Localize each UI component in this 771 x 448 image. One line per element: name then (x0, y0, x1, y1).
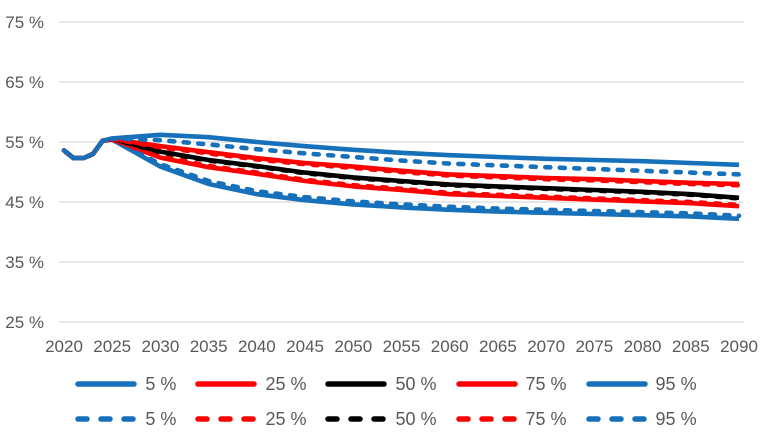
legend-line-sample (455, 416, 518, 422)
legend-item-dashed-95%: 95 % (585, 409, 697, 430)
x-tick-label-2070: 2070 (527, 337, 565, 356)
legend-label: 25 % (265, 373, 307, 394)
x-tick-label-2075: 2075 (575, 337, 613, 356)
x-tick-label-2050: 2050 (334, 337, 372, 356)
legend-item-solid-25%: 25 % (194, 374, 306, 395)
legend-row-dashed: 5 % 25 % 50 % 75 % 95 % (65, 407, 705, 431)
legend-item-solid-50%: 50 % (324, 373, 437, 395)
legend-item-solid-95%: 95 % (585, 374, 697, 395)
legend-label: 5 % (145, 408, 177, 429)
y-tick-label-35: 35 % (5, 253, 44, 272)
y-tick-label-55: 55 % (5, 133, 44, 152)
legend-label: 25 % (265, 408, 307, 429)
legend-line-sample (325, 381, 388, 387)
x-tick-label-2090: 2090 (720, 337, 758, 356)
x-tick-label-2045: 2045 (286, 337, 324, 356)
legend-line-sample (75, 416, 138, 422)
legend-item-dashed-50%: 50 % (324, 408, 437, 430)
legend-item-dashed-5%: 5 % (74, 409, 176, 430)
legend-label: 50 % (395, 408, 437, 429)
x-tick-label-2065: 2065 (479, 337, 517, 356)
legend-label: 50 % (395, 373, 437, 394)
legend-line-sample (325, 416, 388, 422)
x-tick-label-2020: 2020 (45, 337, 83, 356)
y-tick-label-45: 45 % (5, 193, 44, 212)
plot-area: 75 % 65 % 55 % 45 % 35 % 25 %2020 2025 2030 2035… (5, 13, 758, 356)
x-tick-label-2080: 2080 (624, 337, 662, 356)
legend-line-sample (455, 381, 518, 387)
legend-line-sample (75, 381, 138, 387)
legend: 5 % 25 % 50 % 75 % 95 % 5 % 25 % 50 % 75 % 95 % (0, 372, 771, 442)
legend-line-sample (195, 416, 258, 422)
y-tick-label-75: 75 % (5, 13, 44, 32)
y-tick-label-65: 65 % (5, 73, 44, 92)
legend-line-sample (585, 416, 648, 422)
legend-label: 75 % (525, 373, 567, 394)
series-dashed-95% (61, 136, 742, 177)
legend-label: 95 % (655, 408, 697, 429)
legend-label: 5 % (145, 373, 177, 394)
y-tick-label-25: 25 % (5, 313, 44, 332)
legend-item-dashed-75%: 75 % (455, 409, 567, 430)
x-tick-label-2060: 2060 (431, 337, 469, 356)
legend-line-sample (585, 381, 648, 387)
x-tick-label-2085: 2085 (672, 337, 710, 356)
x-tick-label-2025: 2025 (93, 337, 131, 356)
x-tick-label-2030: 2030 (142, 337, 180, 356)
legend-item-solid-5%: 5 % (74, 374, 176, 395)
x-tick-label-2055: 2055 (383, 337, 421, 356)
legend-item-solid-75%: 75 % (455, 374, 567, 395)
x-tick-label-2040: 2040 (238, 337, 276, 356)
legend-item-dashed-25%: 25 % (194, 409, 306, 430)
legend-row-solid: 5 % 25 % 50 % 75 % 95 % (65, 372, 705, 396)
x-tick-label-2035: 2035 (190, 337, 228, 356)
legend-line-sample (195, 381, 258, 387)
legend-label: 95 % (655, 373, 697, 394)
legend-label: 75 % (525, 408, 567, 429)
